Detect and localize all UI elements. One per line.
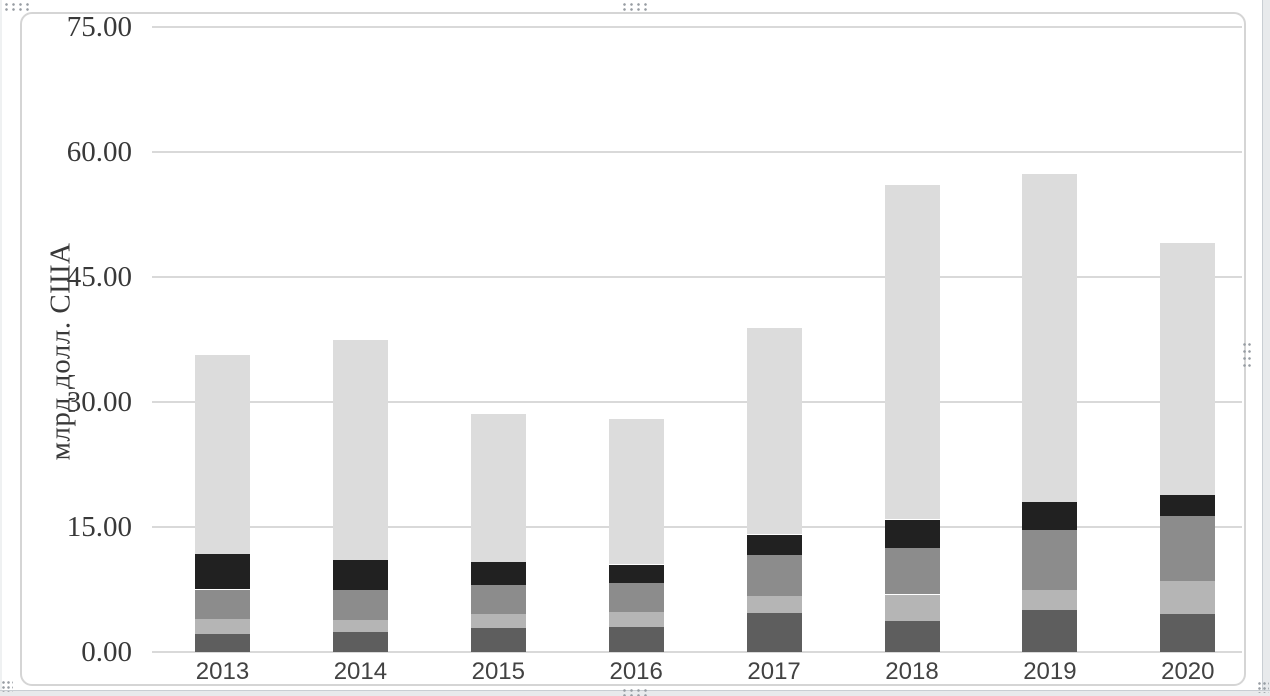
bar-segment-2015-segment-1-bottom-dark-gray[interactable]	[470, 627, 526, 652]
bar-segment-2016-segment-1-bottom-dark-gray[interactable]	[608, 627, 664, 652]
x-tick-label-2016: 2016	[609, 658, 663, 685]
bar-segment-2019-segment-5-top-light-gray[interactable]	[1022, 173, 1078, 502]
gridline-60.00	[152, 151, 1242, 153]
bar-segment-2019-segment-2-silver[interactable]	[1022, 590, 1078, 611]
bar-segment-2014-segment-2-silver[interactable]	[332, 620, 388, 632]
bar-segment-2013-segment-4-black[interactable]	[195, 553, 250, 590]
y-axis-title: млрд долл. США	[33, 161, 89, 541]
window-left-edge	[0, 0, 2, 696]
selection-handle-top-center-icon[interactable]	[621, 2, 648, 11]
bar-segment-2018-segment-5-top-light-gray[interactable]	[884, 185, 940, 520]
bar-segment-2019-segment-4-black[interactable]	[1022, 502, 1078, 531]
bar-segment-2018-segment-1-bottom-dark-gray[interactable]	[884, 621, 940, 652]
bar-segment-2015-segment-3-medium-gray[interactable]	[470, 585, 526, 614]
window-right-edge	[1262, 0, 1270, 696]
x-tick-label-2013: 2013	[195, 658, 250, 685]
bar-segment-2020-segment-4-black[interactable]	[1160, 495, 1216, 517]
bar-segment-2016-segment-2-silver[interactable]	[608, 612, 664, 627]
bar-segment-2016-segment-3-medium-gray[interactable]	[608, 582, 664, 612]
x-tick-label-2015: 2015	[471, 658, 525, 685]
bar-segment-2014-segment-1-bottom-dark-gray[interactable]	[332, 632, 388, 652]
x-tick-label-2018: 2018	[885, 658, 939, 685]
bar-segment-2019-segment-3-medium-gray[interactable]	[1022, 530, 1078, 591]
selection-handle-right-middle-icon[interactable]	[1242, 341, 1251, 368]
bar-segment-2020-segment-2-silver[interactable]	[1160, 581, 1216, 614]
gridline-15.00	[152, 526, 1242, 528]
bar-segment-2018-segment-4-black[interactable]	[884, 519, 940, 548]
bar-segment-2017-segment-5-top-light-gray[interactable]	[746, 327, 802, 535]
y-tick-label-45.00: 45.00	[66, 261, 132, 293]
y-tick-label-0.00: 0.00	[81, 636, 132, 668]
bar-segment-2018-segment-2-silver[interactable]	[884, 594, 940, 622]
bar-segment-2017-segment-3-medium-gray[interactable]	[746, 555, 802, 597]
bar-segment-2018-segment-3-medium-gray[interactable]	[884, 547, 940, 595]
gridline-30.00	[152, 401, 1242, 403]
y-tick-label-75.00: 75.00	[66, 11, 132, 43]
bar-segment-2015-segment-5-top-light-gray[interactable]	[470, 413, 526, 562]
bar-segment-2014-segment-5-top-light-gray[interactable]	[332, 339, 388, 560]
y-tick-label-30.00: 30.00	[66, 386, 132, 418]
selection-handle-top-left-icon[interactable]	[3, 2, 30, 11]
bar-segment-2013-segment-3-medium-gray[interactable]	[195, 589, 250, 619]
gridline-45.00	[152, 276, 1242, 278]
bar-segment-2013-segment-5-top-light-gray[interactable]	[195, 355, 250, 554]
bar-segment-2013-segment-1-bottom-dark-gray[interactable]	[195, 633, 250, 652]
y-tick-label-15.00: 15.00	[66, 511, 132, 543]
x-tick-label-2017: 2017	[747, 658, 801, 685]
bar-segment-2016-segment-4-black[interactable]	[608, 564, 664, 583]
bar-segment-2014-segment-4-black[interactable]	[332, 559, 388, 591]
bar-segment-2019-segment-1-bottom-dark-gray[interactable]	[1022, 610, 1078, 652]
x-tick-label-2020: 2020	[1161, 658, 1215, 685]
resize-grip-bottom-right-icon[interactable]	[1257, 681, 1269, 693]
x-tick-label-2014: 2014	[333, 658, 388, 685]
selection-handle-bottom-left-icon[interactable]	[1, 680, 13, 692]
bar-segment-2020-segment-1-bottom-dark-gray[interactable]	[1160, 613, 1216, 652]
bar-segment-2020-segment-3-medium-gray[interactable]	[1160, 516, 1216, 582]
bar-segment-2015-segment-4-black[interactable]	[470, 562, 526, 586]
bar-segment-2013-segment-2-silver[interactable]	[195, 618, 250, 634]
selection-handle-bottom-center-icon[interactable]	[621, 688, 648, 696]
bar-segment-2016-segment-5-top-light-gray[interactable]	[608, 418, 664, 565]
x-tick-label-2019: 2019	[1023, 658, 1077, 685]
bar-segment-2015-segment-2-silver[interactable]	[470, 613, 526, 628]
bar-segment-2020-segment-5-top-light-gray[interactable]	[1160, 242, 1216, 496]
bar-segment-2017-segment-2-silver[interactable]	[746, 596, 802, 613]
bar-segment-2017-segment-1-bottom-dark-gray[interactable]	[746, 612, 802, 652]
bar-segment-2014-segment-3-medium-gray[interactable]	[332, 590, 388, 621]
bar-segment-2017-segment-4-black[interactable]	[746, 534, 802, 556]
y-tick-label-60.00: 60.00	[66, 136, 132, 168]
gridline-75.00	[152, 26, 1242, 28]
gridline-0.00	[152, 651, 1242, 653]
